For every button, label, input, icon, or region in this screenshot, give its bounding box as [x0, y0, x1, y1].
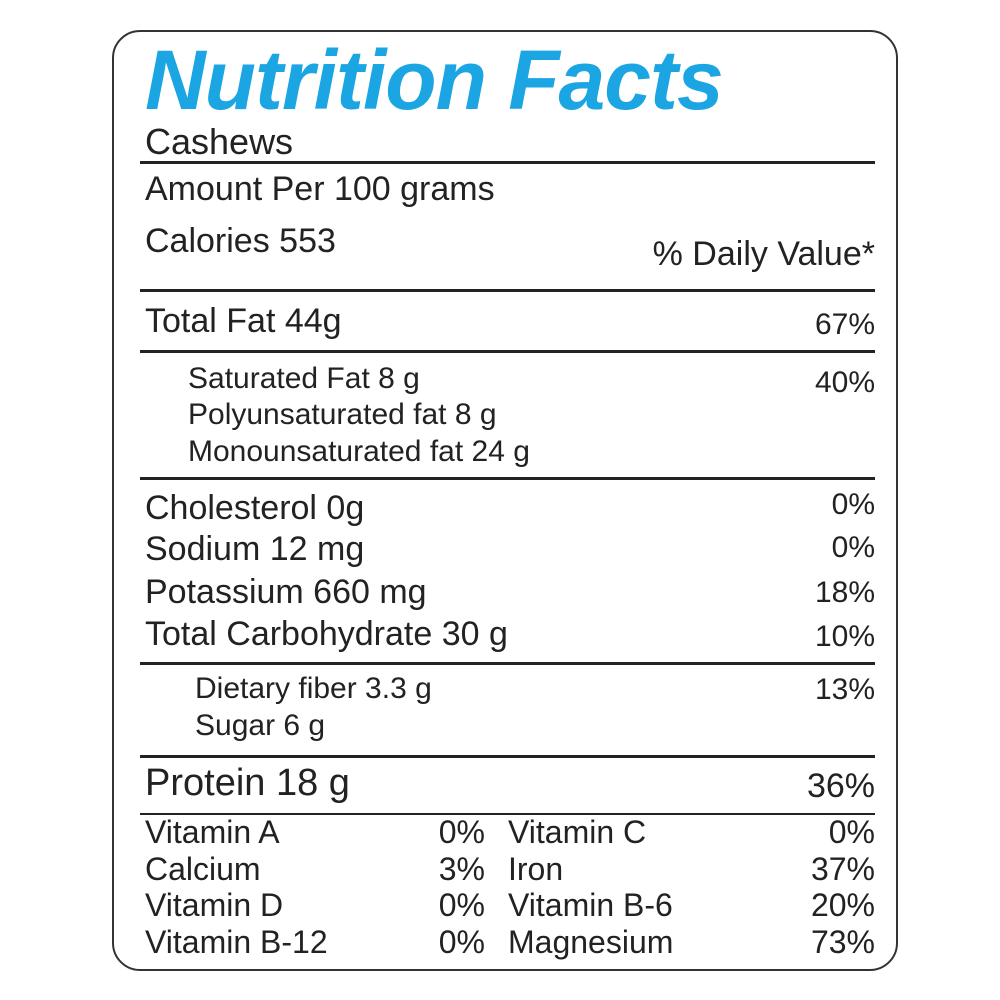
vitamin-dv: 0%	[438, 814, 485, 850]
divider	[140, 813, 875, 815]
divider	[140, 289, 875, 292]
nutrient-dv: 18%	[814, 576, 875, 609]
nutrient-label: Monounsaturated fat 24 g	[188, 435, 530, 468]
nutrient-dv: 13%	[814, 673, 875, 706]
nutrient-label: Sugar 6 g	[195, 709, 326, 742]
vitamin-dv: 3%	[438, 850, 485, 887]
vitamin-name: Magnesium	[508, 923, 674, 960]
nutrient-label: Cholesterol 0g	[145, 489, 365, 527]
nutrient-label: Total Carbohydrate 30 g	[145, 615, 508, 653]
nutrient-label: Total Fat 44g	[145, 302, 342, 340]
vitamin-dv: 0%	[828, 814, 875, 850]
vitamin-name: Vitamin D	[145, 887, 284, 923]
label-border	[112, 30, 898, 971]
product: Cashews	[145, 121, 294, 162]
vitamin-name: Vitamin B-12	[145, 923, 328, 960]
vitamin-dv: 37%	[810, 850, 875, 887]
vitamin-dv: 20%	[810, 887, 875, 923]
calories: Calories 553	[145, 222, 336, 260]
nutrient-label: Polyunsaturated fat 8 g	[188, 398, 497, 431]
vitamin-name: Calcium	[145, 850, 261, 887]
vitamin-dv: 0%	[438, 887, 485, 923]
nutrient-label: Protein 18 g	[145, 762, 350, 804]
vitamin-dv: 73%	[810, 923, 875, 960]
divider	[140, 477, 875, 480]
nutrient-label: Saturated Fat 8 g	[188, 362, 420, 395]
nutrient-label: Dietary fiber 3.3 g	[195, 672, 432, 705]
vitamin-name: Vitamin B-6	[508, 887, 673, 923]
divider	[140, 161, 875, 164]
serving: Amount Per 100 grams	[145, 170, 495, 208]
divider	[140, 350, 875, 353]
vitamin-name: Vitamin A	[145, 814, 280, 850]
nutrient-dv: 67%	[814, 308, 875, 341]
title: Nutrition Facts	[145, 33, 724, 127]
vitamin-name: Iron	[508, 850, 564, 887]
vitamin-name: Vitamin C	[508, 814, 647, 850]
divider	[140, 662, 875, 665]
daily-value-header: % Daily Value*	[652, 235, 875, 273]
nutrient-dv: 36%	[806, 767, 875, 805]
nutrient-dv: 10%	[814, 620, 875, 653]
nutrient-dv: 0%	[831, 488, 875, 521]
nutrient-label: Potassium 660 mg	[145, 573, 427, 611]
vitamin-dv: 0%	[438, 923, 485, 960]
nutrient-dv: 0%	[831, 531, 875, 564]
divider	[140, 755, 875, 758]
nutrient-dv: 40%	[814, 366, 875, 399]
nutrient-label: Sodium 12 mg	[145, 530, 365, 568]
